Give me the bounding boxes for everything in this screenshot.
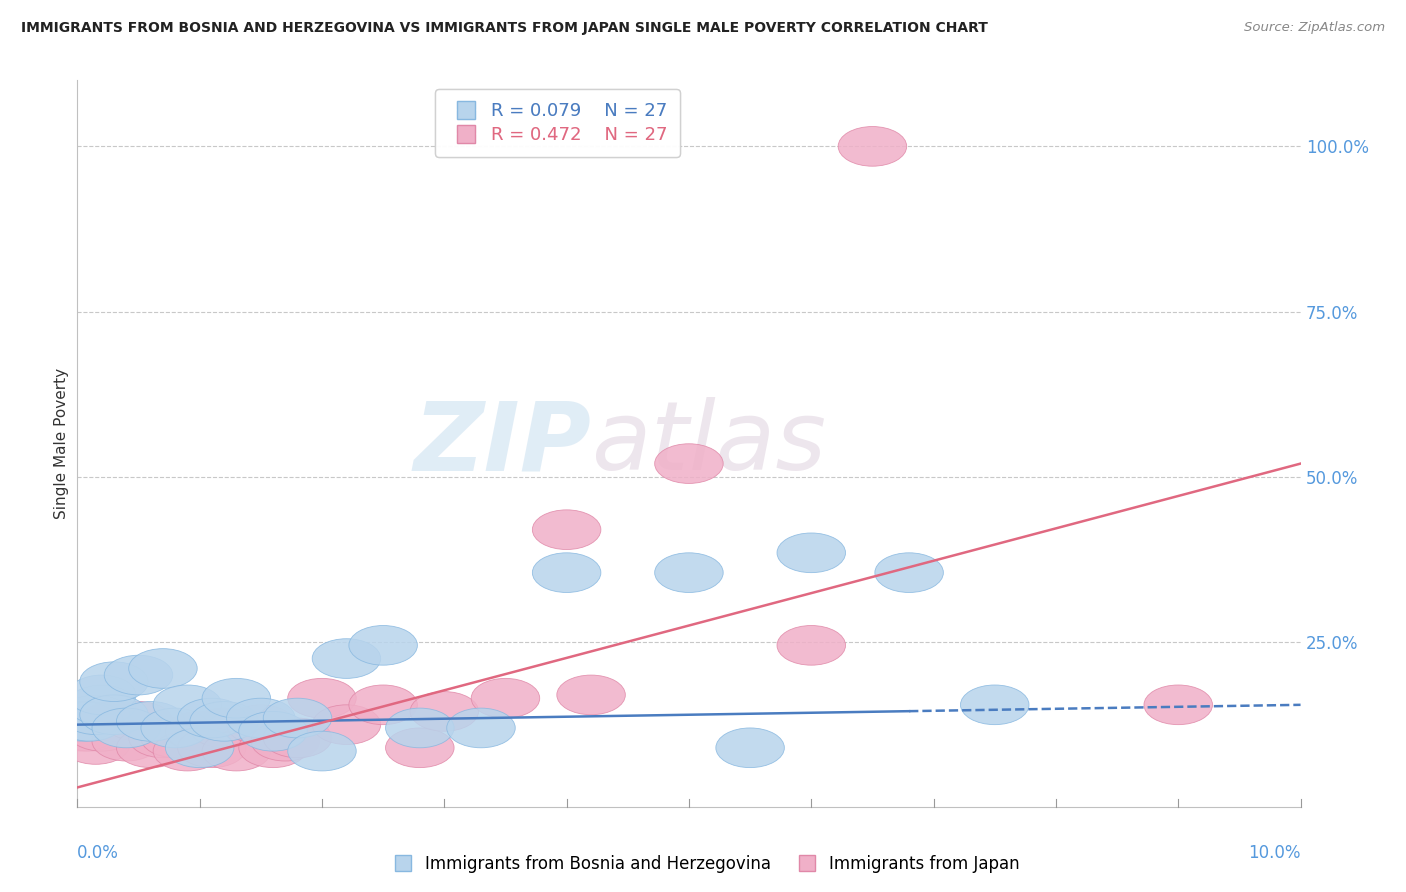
Ellipse shape — [104, 656, 173, 695]
Ellipse shape — [239, 728, 308, 768]
Ellipse shape — [778, 625, 845, 665]
Ellipse shape — [190, 708, 259, 747]
Ellipse shape — [129, 648, 197, 689]
Ellipse shape — [655, 444, 723, 483]
Ellipse shape — [263, 698, 332, 738]
Text: 0.0%: 0.0% — [77, 844, 120, 862]
Ellipse shape — [1144, 685, 1212, 724]
Ellipse shape — [177, 728, 246, 768]
Ellipse shape — [385, 708, 454, 747]
Ellipse shape — [778, 533, 845, 573]
Ellipse shape — [533, 553, 600, 592]
Ellipse shape — [117, 701, 186, 741]
Ellipse shape — [239, 712, 308, 751]
Ellipse shape — [263, 718, 332, 757]
Ellipse shape — [117, 728, 186, 768]
Ellipse shape — [557, 675, 626, 714]
Ellipse shape — [141, 718, 209, 757]
Ellipse shape — [67, 685, 136, 724]
Ellipse shape — [153, 731, 222, 771]
Ellipse shape — [67, 675, 136, 714]
Ellipse shape — [875, 553, 943, 592]
Ellipse shape — [202, 731, 270, 771]
Ellipse shape — [80, 695, 148, 735]
Ellipse shape — [166, 712, 233, 751]
Ellipse shape — [91, 722, 160, 761]
Ellipse shape — [62, 695, 129, 735]
Ellipse shape — [226, 705, 295, 745]
Text: 10.0%: 10.0% — [1249, 844, 1301, 862]
Ellipse shape — [141, 708, 209, 747]
Ellipse shape — [288, 679, 356, 718]
Ellipse shape — [349, 685, 418, 724]
Ellipse shape — [55, 712, 124, 751]
Ellipse shape — [67, 712, 136, 751]
Text: IMMIGRANTS FROM BOSNIA AND HERZEGOVINA VS IMMIGRANTS FROM JAPAN SINGLE MALE POVE: IMMIGRANTS FROM BOSNIA AND HERZEGOVINA V… — [21, 21, 988, 35]
Ellipse shape — [447, 708, 515, 747]
Ellipse shape — [190, 701, 259, 741]
Ellipse shape — [960, 685, 1029, 724]
Text: ZIP: ZIP — [413, 397, 591, 491]
Ellipse shape — [471, 679, 540, 718]
Ellipse shape — [312, 639, 381, 679]
Text: Source: ZipAtlas.com: Source: ZipAtlas.com — [1244, 21, 1385, 34]
Ellipse shape — [49, 712, 118, 751]
Y-axis label: Single Male Poverty: Single Male Poverty — [53, 368, 69, 519]
Ellipse shape — [226, 698, 295, 738]
Ellipse shape — [252, 722, 319, 761]
Ellipse shape — [655, 553, 723, 592]
Ellipse shape — [312, 705, 381, 745]
Ellipse shape — [716, 728, 785, 768]
Legend: R = 0.079    N = 27, R = 0.472    N = 27: R = 0.079 N = 27, R = 0.472 N = 27 — [434, 89, 681, 157]
Ellipse shape — [80, 701, 148, 741]
Ellipse shape — [838, 127, 907, 166]
Ellipse shape — [411, 691, 478, 731]
Legend: Immigrants from Bosnia and Herzegovina, Immigrants from Japan: Immigrants from Bosnia and Herzegovina, … — [380, 848, 1026, 880]
Ellipse shape — [153, 685, 222, 724]
Ellipse shape — [349, 625, 418, 665]
Text: atlas: atlas — [591, 397, 827, 491]
Ellipse shape — [62, 724, 129, 764]
Ellipse shape — [533, 510, 600, 549]
Ellipse shape — [385, 728, 454, 768]
Ellipse shape — [91, 708, 160, 747]
Ellipse shape — [177, 698, 246, 738]
Ellipse shape — [80, 662, 148, 701]
Ellipse shape — [104, 701, 173, 741]
Ellipse shape — [166, 728, 233, 768]
Ellipse shape — [55, 701, 124, 741]
Ellipse shape — [129, 718, 197, 757]
Ellipse shape — [202, 679, 270, 718]
Ellipse shape — [49, 701, 118, 741]
Ellipse shape — [288, 731, 356, 771]
